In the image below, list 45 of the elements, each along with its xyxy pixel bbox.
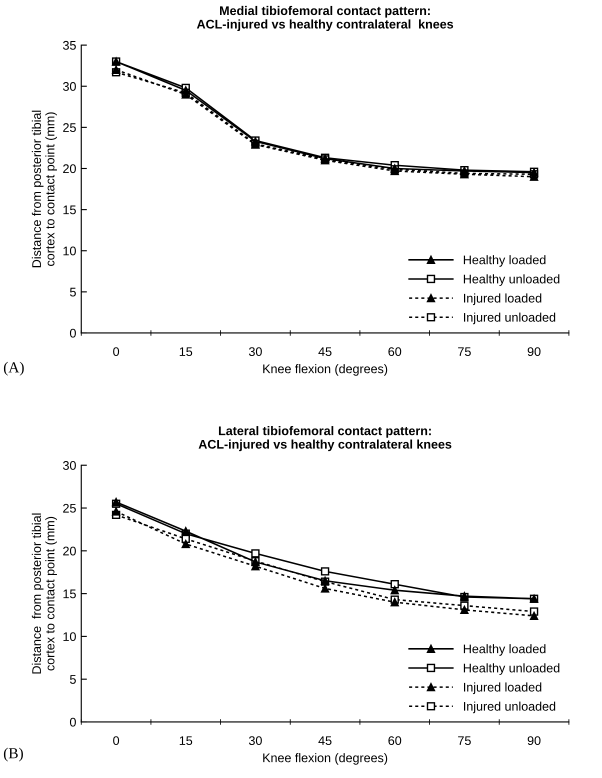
y-tick-label: 0 <box>70 718 76 727</box>
y-tick-label: 25 <box>63 504 76 513</box>
x-tick-label: 15 <box>180 347 192 356</box>
y-tick-label: 0 <box>70 328 76 338</box>
legend-label: Healthy unloaded <box>464 663 560 675</box>
x-tick-label: 60 <box>388 347 402 356</box>
y-tick-label: 20 <box>63 164 76 174</box>
x-tick-label: 75 <box>458 736 471 746</box>
legend-label: Healthy unloaded <box>464 274 560 286</box>
y-tick-label: 30 <box>62 82 76 91</box>
legend-label: Healthy loaded <box>464 644 546 656</box>
text: (B) <box>4 748 23 762</box>
chart-title: Medial tibiofemoral contact pattern: ACL-injured vs healthy contralateral knees <box>196 6 454 32</box>
y-tick-label: 20 <box>63 546 76 556</box>
y-tick-label: 5 <box>70 288 76 297</box>
x-tick-label: 60 <box>388 736 402 746</box>
legend-label: Injured unloaded <box>464 312 556 324</box>
x-tick-label: 90 <box>528 736 541 746</box>
x-tick-label: 45 <box>318 736 332 746</box>
y-tick-label: 35 <box>62 40 76 50</box>
x-axis-title: Knee flexion (degrees) <box>263 364 388 376</box>
y-tick-label: 15 <box>63 206 76 214</box>
chart-title: Lateral tibiofemoral contact pattern: ACL-injured vs healthy contralateral knees <box>198 426 452 452</box>
x-tick-label: 15 <box>180 736 192 746</box>
legend-label: Injured loaded <box>464 682 542 694</box>
y-axis-title: Distance from posterior tibial cortex to contact point (mm) <box>32 514 57 674</box>
y-tick-label: 10 <box>63 632 76 642</box>
x-tick-label: 30 <box>248 347 262 356</box>
x-tick-label: 90 <box>528 347 541 356</box>
x-tick-label: 45 <box>318 347 332 356</box>
y-tick-label: 30 <box>62 461 76 470</box>
x-tick-label: 0 <box>113 736 120 746</box>
y-tick-label: 15 <box>63 590 76 598</box>
legend-label: Healthy loaded <box>464 255 546 267</box>
x-tick-label: 75 <box>458 347 471 356</box>
legend-label: Injured loaded <box>464 293 542 306</box>
y-tick-label: 5 <box>70 675 76 684</box>
x-axis-title: Knee flexion (degrees) <box>263 753 388 765</box>
y-axis-title: Distance from posterior tibial cortex to contact point (mm) <box>32 110 57 268</box>
text: (A) <box>4 362 24 376</box>
y-tick-label: 10 <box>63 246 76 256</box>
legend-label: Injured unloaded <box>464 702 556 714</box>
x-tick-label: 0 <box>113 347 120 356</box>
y-tick-label: 25 <box>63 123 76 132</box>
x-tick-label: 30 <box>248 736 262 746</box>
